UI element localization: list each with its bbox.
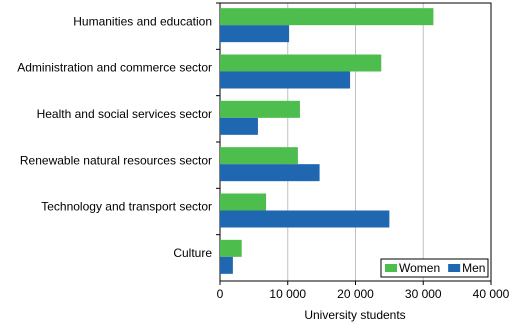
legend: Women Men — [380, 258, 489, 278]
bar — [220, 54, 382, 72]
bar — [220, 100, 300, 118]
x-tick-label: 0 — [217, 287, 224, 301]
legend-box — [380, 258, 489, 278]
y-tick-label: Humanities and education — [73, 14, 212, 28]
bar — [220, 25, 290, 43]
x-axis-label: University students — [304, 308, 405, 322]
y-tick-label: Administration and commerce sector — [17, 61, 212, 75]
bar — [220, 210, 390, 228]
bar — [220, 164, 320, 182]
bar — [220, 71, 351, 89]
y-tick-label: Health and social services sector — [37, 107, 212, 121]
legend-label: Men — [462, 261, 485, 275]
bar — [220, 147, 298, 165]
y-tick-label: Culture — [173, 246, 212, 260]
legend-swatch — [385, 264, 397, 272]
y-tick-label: Renewable natural resources sector — [20, 153, 212, 167]
x-tick-label: 30 000 — [405, 287, 442, 301]
bar — [220, 8, 434, 26]
x-tick-label: 10 000 — [269, 287, 306, 301]
bar — [220, 117, 258, 135]
x-tick-label: 40 000 — [473, 287, 510, 301]
y-tick-label: Technology and transport sector — [41, 200, 212, 214]
legend-label: Women — [399, 261, 440, 275]
bar — [220, 256, 233, 274]
bar — [220, 193, 267, 211]
x-tick-label: 20 000 — [337, 287, 374, 301]
bar — [220, 239, 242, 257]
legend-swatch — [448, 264, 461, 272]
